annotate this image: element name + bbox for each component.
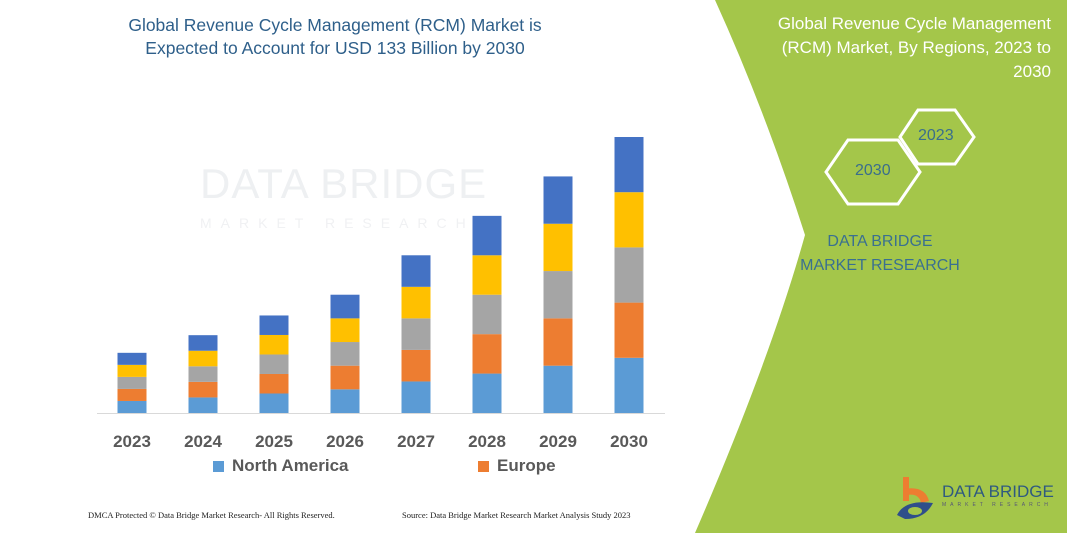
legend-swatch [213,460,224,472]
bar-segment-2030-series-3 [614,247,644,303]
bar-segment-2024-series-5 [188,335,218,351]
bar-segment-2028-series-3 [472,294,502,335]
watermark-subtext: MARKET RESEARCH [200,215,475,231]
bar-segment-2027-series-5 [401,255,431,287]
hexagon-2030 [824,138,922,206]
bar-segment-2028-series-4 [472,255,502,295]
footer-copyright: DMCA Protected © Data Bridge Market Rese… [88,510,335,520]
bar-segment-2028-series-5 [472,215,502,256]
bar-segment-2024-series-3 [188,366,218,382]
bar-segment-2025-series-4 [259,334,289,355]
bar-segment-2027-series-3 [401,318,431,350]
bar-segment-2029-series-4 [543,223,573,272]
x-tick-label: 2026 [326,432,364,451]
bar-segment-2028-europe [472,334,502,374]
bar-segment-2024-series-4 [188,350,218,367]
logo-subtext: MARKET RESEARCH [942,502,1052,508]
bar-segment-2025-series-3 [259,354,289,374]
brand-text: DATA BRIDGE MARKET RESEARCH [800,233,960,274]
legend-item-europe: Europe [478,456,556,476]
stacked-bar-chart: 2023 2024 2025 2026 2027 2028 2029 2030 [97,137,665,451]
hex-label-2023: 2023 [918,127,954,144]
bar-segment-2023-north-america [117,400,147,413]
bar-segment-2030-europe [614,302,644,358]
bar-segment-2023-series-5 [117,352,147,365]
bar-segment-2029-north-america [543,365,573,413]
bar-segment-2023-series-3 [117,376,147,389]
x-tick-label: 2024 [184,432,222,451]
x-tick-label: 2030 [610,432,648,451]
bar-segment-2025-series-5 [259,315,289,335]
watermark-text: DATA BRIDGE [200,160,488,207]
hexagon-2023 [898,108,976,166]
footer-source: Source: Data Bridge Market Research Mark… [402,510,631,520]
bar-segment-2028-north-america [472,373,502,413]
bar-segment-2030-series-5 [614,137,644,193]
bar-segment-2026-series-3 [330,342,360,366]
bar-segment-2023-europe [117,388,147,401]
bar-segment-2027-series-4 [401,286,431,319]
bar-segment-2029-europe [543,318,573,366]
bar-segment-2030-north-america [614,357,644,413]
bar-segment-2029-series-5 [543,176,573,224]
bar-segment-2026-series-4 [330,318,360,343]
x-tick-label: 2025 [255,432,293,451]
bar-segment-2024-north-america [188,397,218,413]
bar-segment-2026-north-america [330,389,360,413]
panel-title: Global Revenue Cycle Management (RCM) Ma… [777,14,1051,81]
chart-title: Global Revenue Cycle Management (RCM) Ma… [128,15,542,58]
x-tick-label: 2023 [113,432,151,451]
bar-segment-2024-europe [188,381,218,398]
bar-segment-2026-europe [330,365,360,390]
legend-swatch [478,460,489,472]
bar-segment-2025-north-america [259,393,289,413]
x-tick-label: 2028 [468,432,506,451]
bar-segment-2023-series-4 [117,364,147,377]
bar-segment-2029-series-3 [543,271,573,319]
x-tick-label: 2027 [397,432,435,451]
bar-segment-2027-north-america [401,381,431,413]
data-bridge-logo-icon [897,477,933,519]
bar-segment-2030-series-4 [614,192,644,248]
legend-label: North America [232,456,349,475]
bar-segment-2025-europe [259,373,289,394]
bar-segment-2026-series-5 [330,294,360,319]
x-tick-label: 2029 [539,432,577,451]
legend-item-north-america: North America [213,456,349,476]
logo-text: DATA BRIDGE [942,482,1054,501]
hex-label-2030: 2030 [855,162,891,179]
bar-segment-2027-europe [401,349,431,382]
legend-label: Europe [497,456,556,475]
